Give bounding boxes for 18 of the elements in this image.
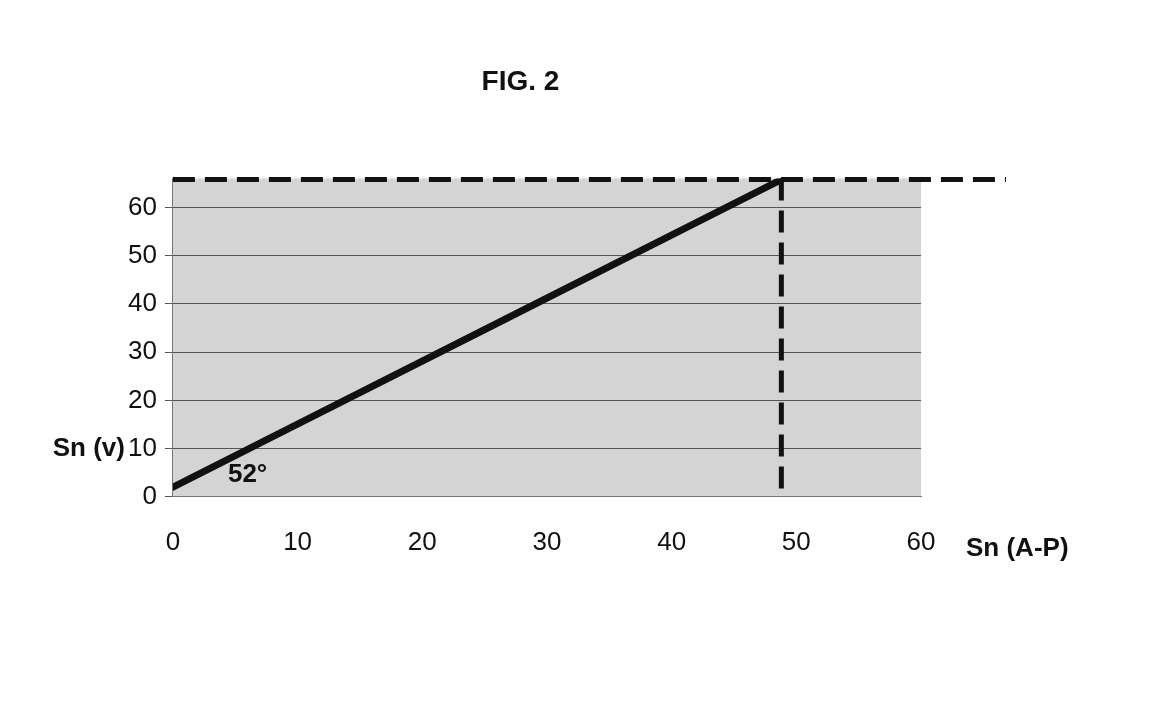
y-tick-label: 40 xyxy=(128,287,157,318)
x-tick-label: 0 xyxy=(165,525,181,556)
x-tick-label: 10 xyxy=(283,525,313,556)
y-axis-title: Sn (v) xyxy=(52,431,125,462)
y-tick-label: 60 xyxy=(128,190,157,221)
x-tick-label: 30 xyxy=(532,525,562,556)
x-tick-label: 20 xyxy=(407,525,437,556)
x-tick-label: 60 xyxy=(906,525,936,556)
y-tick-label: 30 xyxy=(128,335,157,366)
chart-title: FIG. 2 xyxy=(481,64,560,96)
x-axis-title: Sn (A-P) xyxy=(966,531,1069,562)
x-tick-label: 40 xyxy=(657,525,687,556)
x-tick-label: 50 xyxy=(781,525,811,556)
annotation: 52° xyxy=(227,457,268,488)
y-tick-label: 50 xyxy=(128,238,157,269)
y-tick-label: 0 xyxy=(142,479,157,510)
y-tick-label: 10 xyxy=(128,431,157,462)
y-tick-label: 20 xyxy=(128,383,157,414)
